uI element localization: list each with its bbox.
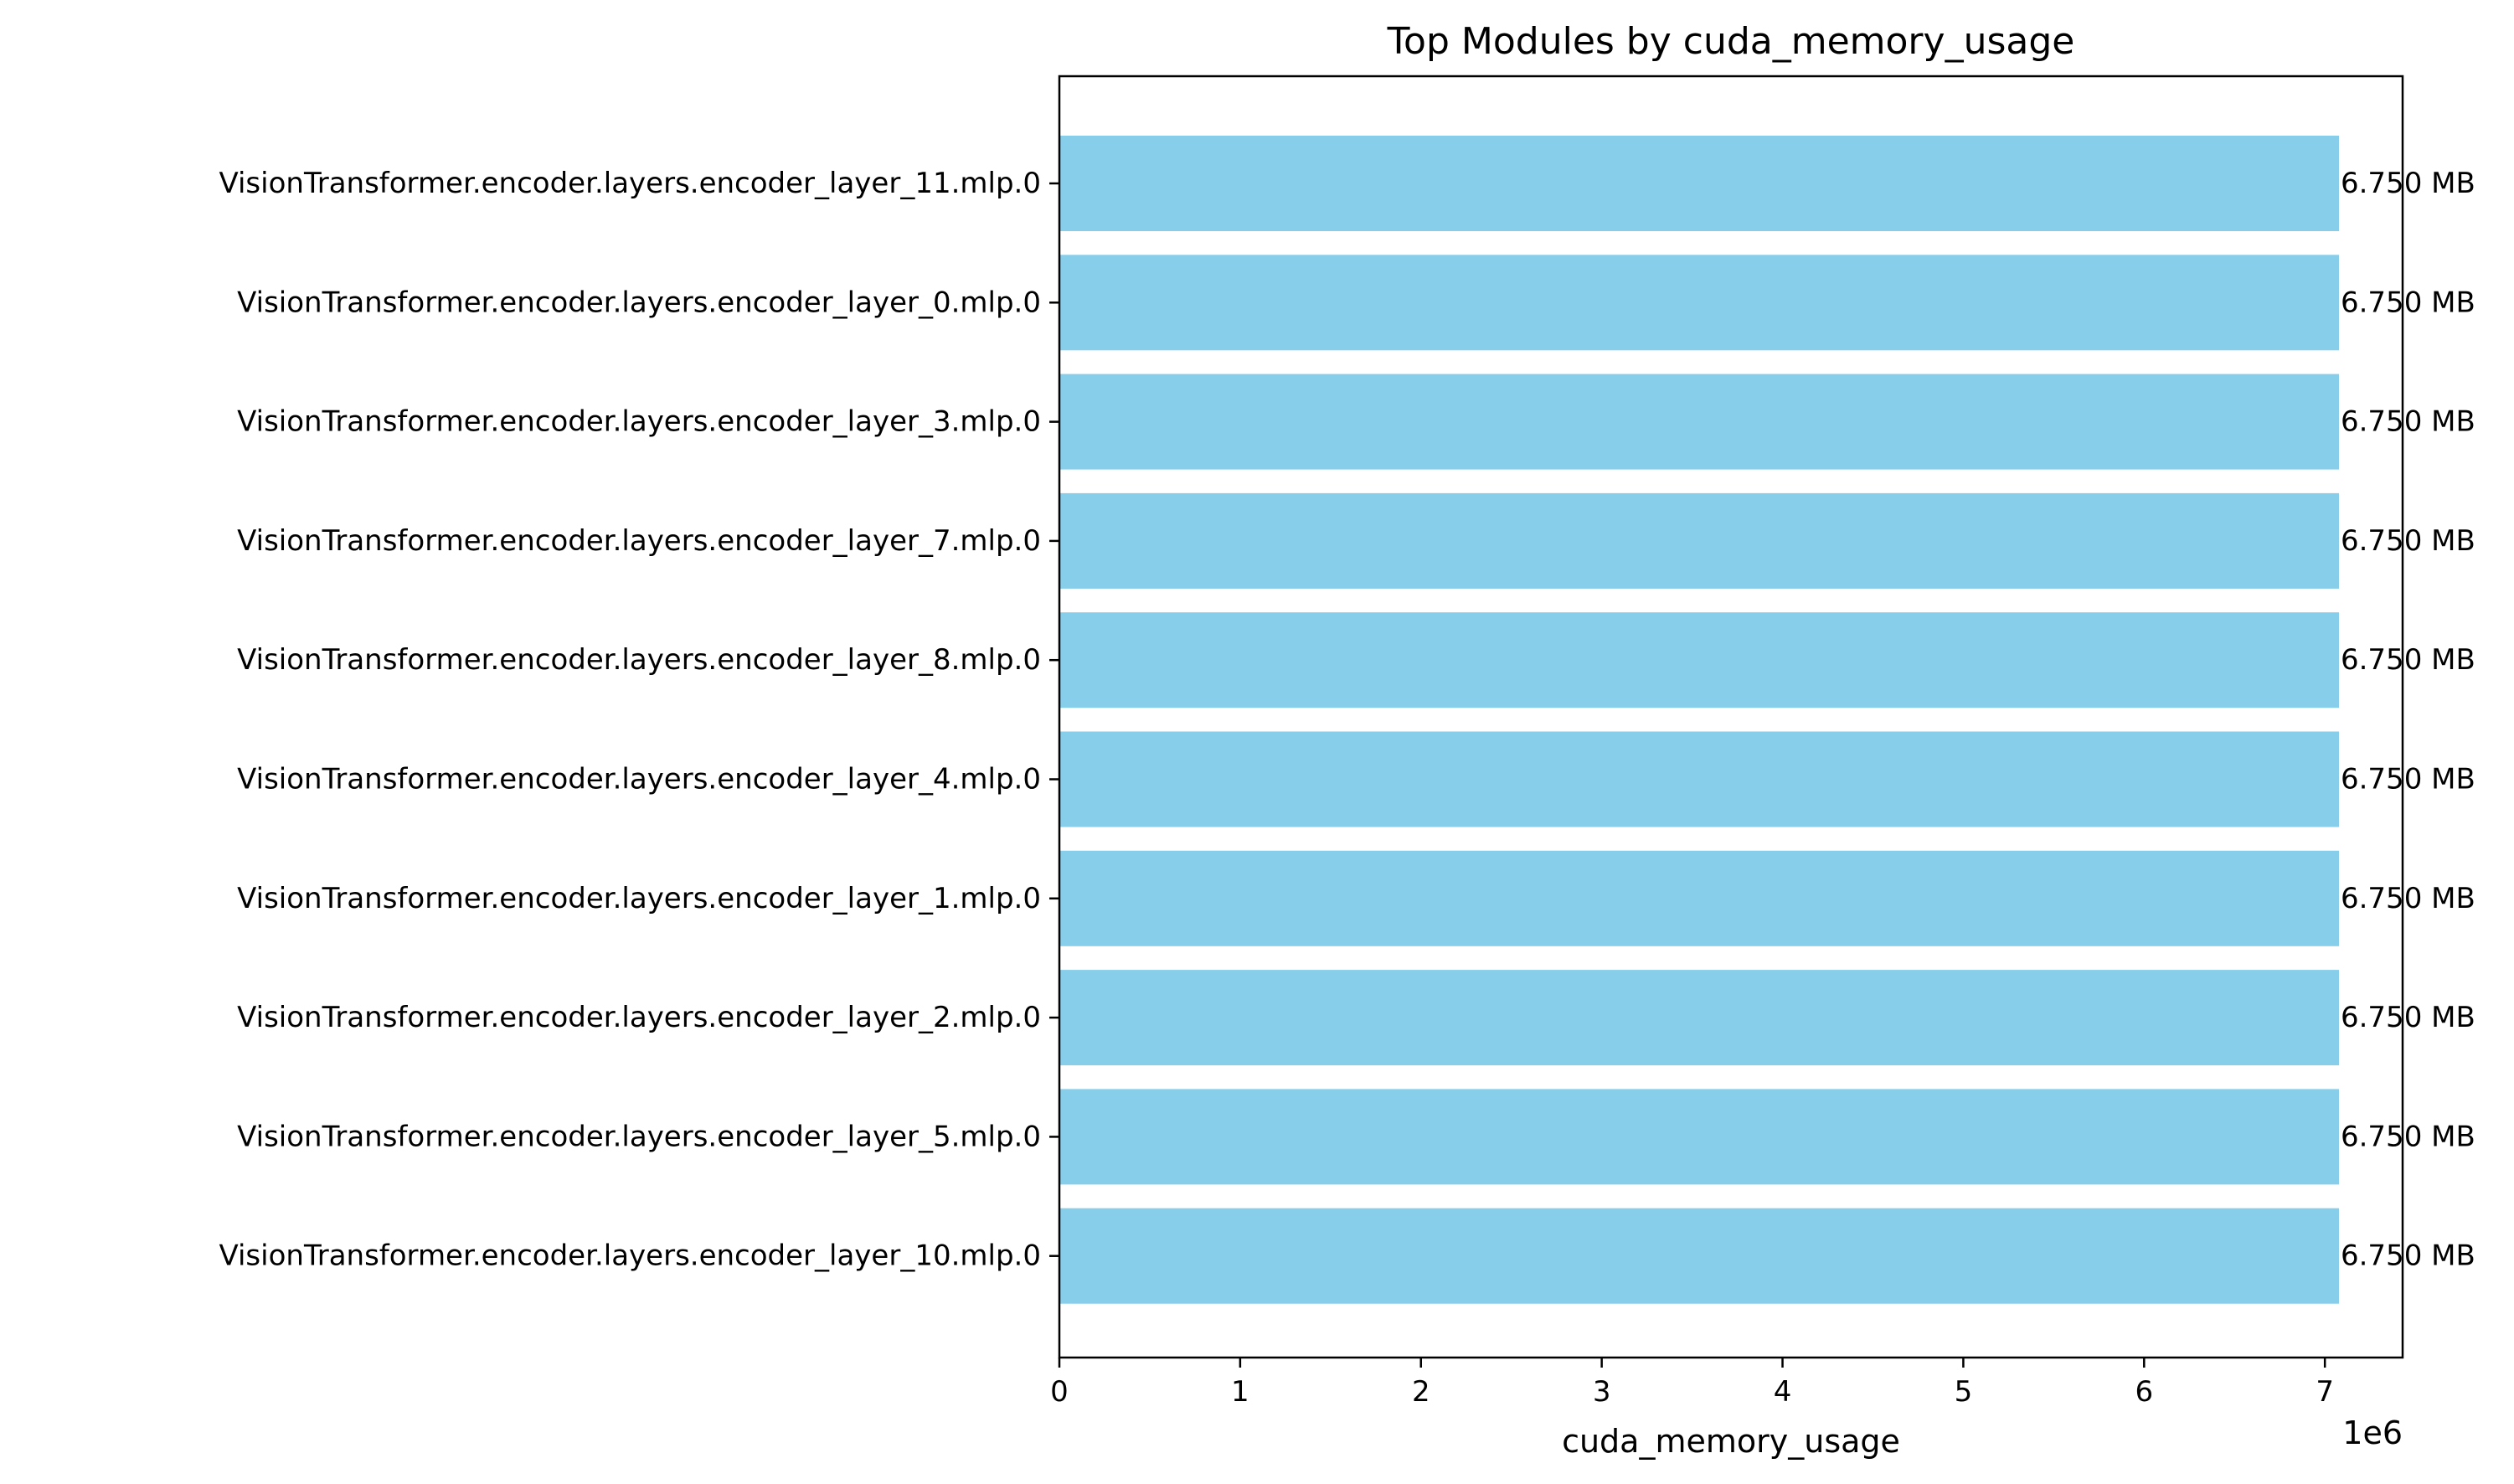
y-tick-label: VisionTransformer.encoder.layers.encoder… [237, 286, 1041, 319]
data-label: 6.750 MB [2341, 763, 2475, 796]
x-axis-label: cuda_memory_usage [1562, 1423, 1900, 1460]
bar [1059, 731, 2339, 827]
y-axis-ticks: VisionTransformer.encoder.layers.encoder… [219, 167, 1059, 1273]
bar [1059, 970, 2339, 1066]
data-label: 6.750 MB [2341, 1001, 2475, 1034]
plot-frame [1058, 75, 2404, 1359]
data-label: 6.750 MB [2341, 524, 2475, 558]
data-label: 6.750 MB [2341, 1239, 2475, 1273]
bars-layer [1059, 136, 2339, 1304]
y-tick-label: VisionTransformer.encoder.layers.encoder… [219, 167, 1041, 200]
x-tick-label: 2 [1412, 1375, 1430, 1409]
y-tick-label: VisionTransformer.encoder.layers.encoder… [237, 405, 1041, 439]
bar [1059, 374, 2339, 470]
bar [1059, 255, 2339, 351]
x-tick-label: 7 [2316, 1375, 2334, 1409]
bar [1059, 136, 2339, 231]
data-label: 6.750 MB [2341, 1120, 2475, 1153]
data-label: 6.750 MB [2341, 405, 2475, 439]
y-tick-label: VisionTransformer.encoder.layers.encoder… [237, 763, 1041, 796]
bar [1059, 612, 2339, 709]
bar [1059, 1208, 2339, 1304]
data-label: 6.750 MB [2341, 286, 2475, 319]
y-tick-label: VisionTransformer.encoder.layers.encoder… [237, 1120, 1041, 1153]
x-axis-ticks: 0 1 2 3 4 5 6 7 [1050, 1358, 2334, 1409]
data-labels-layer: 6.750 MB 6.750 MB 6.750 MB 6.750 MB 6.750 MB… [2341, 167, 2475, 1273]
y-tick-label: VisionTransformer.encoder.layers.encoder… [237, 1001, 1041, 1034]
x-axis-offset-label: 1e6 [2342, 1414, 2403, 1451]
x-tick-label: 4 [1774, 1375, 1792, 1409]
y-tick-label: VisionTransformer.encoder.layers.encoder… [219, 1239, 1041, 1273]
y-tick-label: VisionTransformer.encoder.layers.encoder… [237, 643, 1041, 677]
x-tick-label: 3 [1593, 1375, 1611, 1409]
y-tick-label: VisionTransformer.encoder.layers.encoder… [237, 524, 1041, 558]
bar [1059, 1089, 2339, 1185]
data-label: 6.750 MB [2341, 882, 2475, 915]
chart-title: Top Modules by cuda_memory_usage [1387, 20, 2075, 63]
x-tick-label: 0 [1050, 1375, 1069, 1409]
bar [1059, 492, 2339, 589]
x-tick-label: 5 [1955, 1375, 1973, 1409]
data-label: 6.750 MB [2341, 643, 2475, 677]
x-tick-label: 6 [2135, 1375, 2153, 1409]
x-tick-label: 1 [1231, 1375, 1249, 1409]
y-tick-label: VisionTransformer.encoder.layers.encoder… [237, 882, 1041, 915]
data-label: 6.750 MB [2341, 167, 2475, 200]
bar [1059, 850, 2339, 946]
